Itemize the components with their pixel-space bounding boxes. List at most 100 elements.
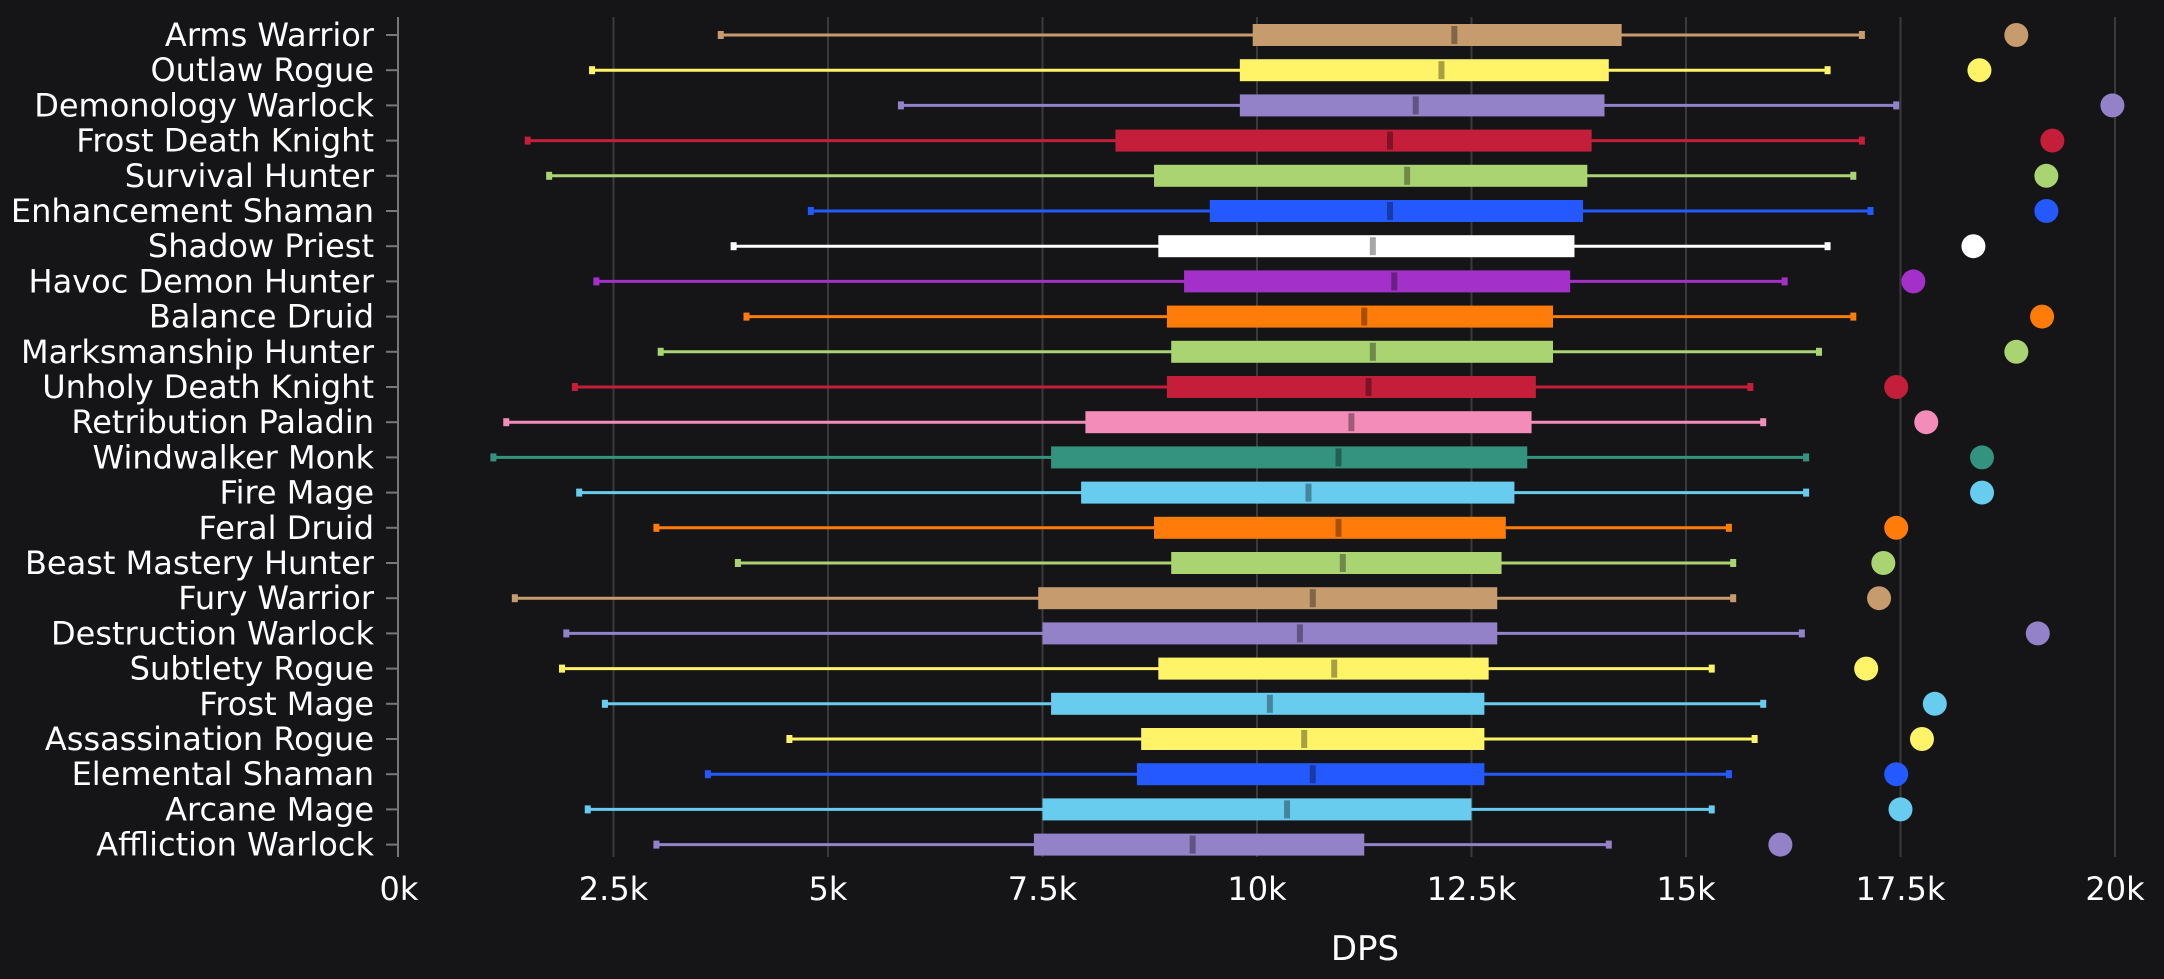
x-tick-label: 7.5k: [1008, 870, 1078, 908]
median-marker: [1335, 448, 1342, 467]
box-row: Feral Druid: [199, 509, 1909, 547]
whisker-cap-min: [563, 629, 570, 638]
whisker-cap-max: [1824, 242, 1831, 251]
iqr-box: [1154, 164, 1588, 187]
whisker-cap-max: [1815, 347, 1822, 356]
whisker-cap-min: [559, 664, 566, 673]
max-point: [1922, 691, 1947, 716]
max-point: [2034, 199, 2059, 223]
whisker-cap-min: [897, 101, 904, 110]
category-label: Beast Mastery Hunter: [25, 544, 375, 582]
whisker-cap-max: [1858, 31, 1865, 39]
category-label: Outlaw Rogue: [150, 51, 374, 89]
max-point: [2025, 621, 2050, 646]
median-marker: [1386, 131, 1393, 150]
box-row: Balance Druid: [149, 298, 2055, 336]
median-marker: [1309, 589, 1316, 608]
x-tick-label: 12.5k: [1427, 870, 1517, 908]
max-point: [1970, 480, 1995, 505]
category-label: Frost Death Knight: [76, 122, 374, 160]
box-row: Fire Mage: [220, 474, 1995, 512]
category-label: Assassination Rogue: [45, 720, 374, 758]
box-row: Affliction Warlock: [96, 826, 1793, 864]
iqr-box: [1239, 59, 1609, 82]
whisker-cap-max: [1725, 523, 1732, 532]
median-marker: [1365, 378, 1372, 396]
median-marker: [1451, 26, 1458, 44]
max-point: [1961, 234, 1986, 259]
max-point: [2034, 163, 2059, 188]
whisker-cap-min: [807, 207, 814, 215]
whisker-cap-min: [571, 383, 578, 391]
whisker-cap-max: [1803, 488, 1810, 497]
category-label: Subtlety Rogue: [130, 650, 374, 688]
whisker-cap-min: [657, 347, 664, 356]
max-point: [1914, 410, 1939, 435]
whisker-cap-max: [1730, 594, 1737, 603]
category-label: Fire Mage: [220, 474, 375, 512]
whisker-cap-max: [1850, 312, 1857, 321]
whisker-cap-max: [1747, 383, 1754, 391]
iqr-box: [1085, 411, 1532, 434]
whisker-cap-min: [584, 805, 591, 814]
box-row: Destruction Warlock: [51, 614, 2050, 652]
box-row: Frost Death Knight: [76, 122, 2065, 160]
category-label: Unholy Death Knight: [42, 368, 374, 406]
category-label: Arms Warrior: [165, 16, 375, 54]
iqr-box: [1033, 833, 1365, 856]
median-marker: [1438, 61, 1445, 80]
whisker-cap-max: [1858, 136, 1865, 145]
whisker-cap-max: [1730, 559, 1737, 567]
whisker-cap-max: [1850, 171, 1857, 180]
box-row: Arcane Mage: [165, 790, 1913, 828]
whisker-cap-min: [589, 66, 596, 75]
box-row: Arms Warrior: [165, 16, 2029, 54]
category-label: Feral Druid: [199, 509, 374, 547]
iqr-box: [1081, 481, 1515, 504]
median-marker: [1412, 96, 1419, 115]
box-row: Windwalker Monk: [93, 438, 1995, 476]
median-marker: [1339, 554, 1346, 572]
whisker-cap-min: [704, 770, 711, 779]
iqr-box: [1042, 798, 1472, 821]
box-row: Survival Hunter: [125, 157, 2059, 195]
grid-lines: [612, 17, 2116, 857]
whisker-cap-min: [717, 31, 724, 39]
category-label: Frost Mage: [199, 685, 374, 723]
iqr-box: [1158, 235, 1575, 258]
iqr-box: [1042, 622, 1498, 645]
max-point: [1970, 445, 1995, 470]
category-label: Balance Druid: [149, 298, 374, 336]
whisker-cap-max: [1725, 770, 1732, 779]
category-label: Demonology Warlock: [34, 86, 374, 124]
whisker-cap-min: [524, 136, 531, 145]
category-label: Retribution Paladin: [71, 403, 374, 441]
max-point: [1909, 727, 1934, 751]
box-row: Havoc Demon Hunter: [29, 262, 1926, 300]
iqr-box: [1171, 340, 1554, 363]
max-point: [1867, 586, 1892, 611]
box-row: Frost Mage: [199, 685, 1947, 723]
whisker-cap-max: [1803, 453, 1810, 462]
whisker-cap-max: [1867, 207, 1874, 215]
whisker-cap-max: [1708, 664, 1715, 673]
iqr-box: [1038, 587, 1498, 610]
median-marker: [1361, 307, 1368, 326]
median-marker: [1284, 800, 1291, 819]
iqr-box: [1184, 270, 1571, 293]
box-row: Assassination Rogue: [45, 720, 1934, 758]
box-row: Shadow Priest: [148, 227, 1986, 265]
median-marker: [1305, 483, 1312, 502]
x-tick-label: 10k: [1227, 870, 1287, 908]
category-label: Elemental Shaman: [72, 755, 374, 793]
max-point: [1967, 58, 1992, 83]
whisker-cap-min: [601, 699, 608, 708]
whisker-cap-min: [503, 418, 510, 427]
iqr-box: [1051, 446, 1528, 469]
whisker-cap-min: [490, 453, 497, 462]
x-axis-title: DPS: [1331, 929, 1399, 969]
category-label: Marksmanship Hunter: [21, 333, 375, 371]
x-tick-label: 2.5k: [579, 870, 649, 908]
